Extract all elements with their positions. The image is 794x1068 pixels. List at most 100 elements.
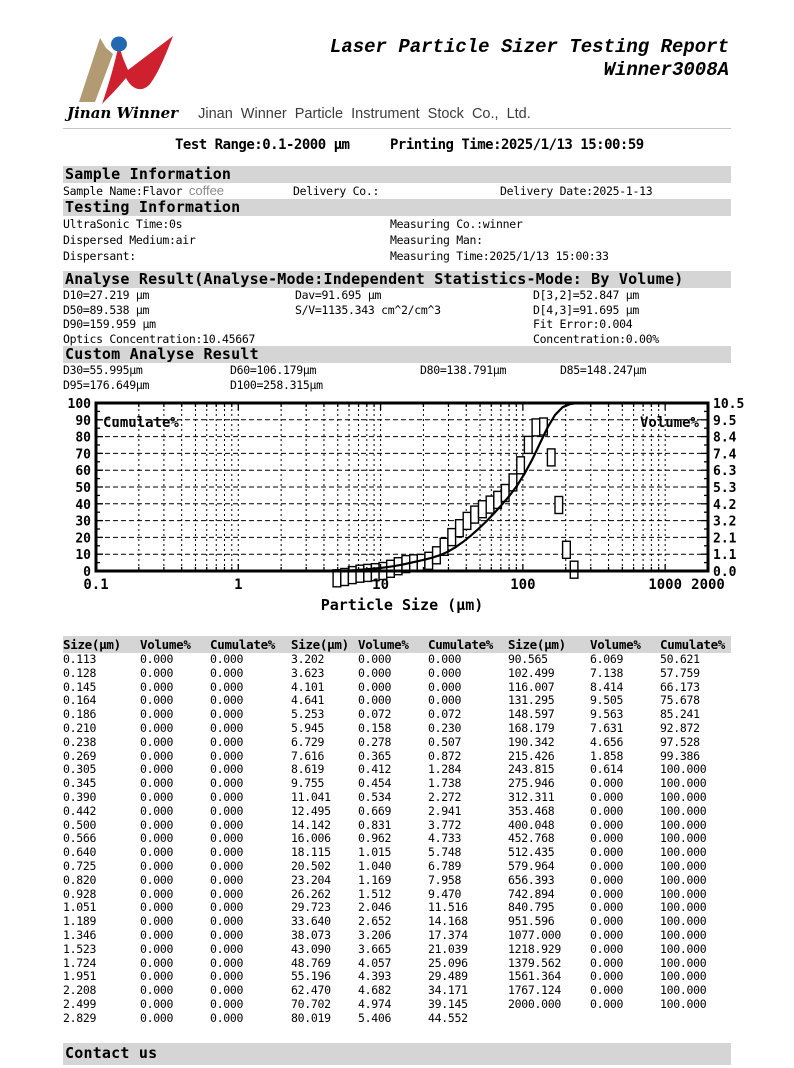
delivery-co: Delivery Co.: [293,184,380,198]
y2-axis-tick-label: 4.2 [713,498,736,513]
x-axis-tick-label: 100 [510,577,535,593]
table-cell: 0.000 [140,886,174,901]
table-cell: 100.000 [660,858,707,873]
d95: D95=176.649μm [63,378,150,392]
table-cell: 0.000 [590,983,624,998]
section-custom-analyse-result: Custom Analyse Result [63,346,731,363]
table-cell: 0.000 [590,789,624,804]
table-row: 1.051 0.000 0.000 29.723 2.046 11.516 840.795 0… [63,901,731,915]
table-cell: 90.565 [508,652,548,666]
table-cell: 100.000 [660,817,707,832]
x-axis-tick-label: 0.1 [83,577,108,593]
logo-caption: Jinan Winner [67,104,179,122]
table-cell: 0.000 [210,927,244,942]
table-cell: 34.171 [428,983,468,998]
table-cell: 4.656 [590,734,624,749]
delivery-date: Delivery Date:2025-1-13 [500,184,653,198]
table-cell: 0.158 [358,720,392,735]
x-axis-tick-label: 1000 [648,577,682,593]
table-cell: 4.393 [358,969,392,984]
table-cell: 3.202 [291,652,325,666]
table-cell: 1.169 [358,872,392,887]
logo-blue-dot [111,36,127,52]
table-cell: 0.000 [590,831,624,846]
y-axis-tick-label: 100 [68,397,92,412]
table-cell: 1.284 [428,762,462,777]
table-cell: 2000.000 [508,996,561,1011]
d100: D100=258.315μm [230,378,323,392]
table-row: 0.390 0.000 0.000 11.041 0.534 2.272 312.311 0.… [63,789,731,805]
y-axis-tick-label: 50 [75,481,91,496]
table-cell: 62.470 [291,983,331,998]
table-cell: 0.000 [210,845,244,860]
table-cell: 0.500 [63,817,97,832]
table-cell: 0.000 [140,900,174,915]
table-cell: 66.173 [660,679,700,694]
histogram-bar [516,456,526,475]
table-cell: 9.755 [291,776,325,791]
table-cell: 1.858 [590,748,624,763]
table-cell: 0.230 [428,720,462,735]
table-row: 1.346 0.000 0.000 38.073 3.206 17.374 1077.000… [63,927,731,943]
table-cell: 100.000 [660,927,707,942]
y-axis-tick-label: 20 [75,531,91,546]
table-row: 0.269 0.000 0.000 7.616 0.365 0.872 215.426 1.8… [63,748,731,764]
table-cell: 1.189 [63,914,97,929]
d80: D80=138.791μm [420,363,507,377]
table-cell: 0.000 [210,831,244,846]
table-header-cell: Cumulate% [210,637,276,652]
table-cell: 70.702 [291,996,331,1011]
spacer [295,332,533,347]
table-cell: 0.000 [590,927,624,942]
table-cell: 92.872 [660,720,700,735]
table-cell: 2.652 [358,914,392,929]
table-cell: 29.723 [291,900,331,915]
table-cell: 9.505 [590,693,624,708]
table-cell: 148.597 [508,707,555,722]
histogram-bar [386,559,396,579]
spacer [420,378,560,393]
table-cell: 0.000 [140,914,174,929]
table-cell: 5.253 [291,707,325,722]
table-cell: 80.019 [291,1010,331,1025]
table-cell: 5.945 [291,720,325,735]
y-axis-tick-label: 90 [75,414,91,429]
table-row: 0.640 0.000 0.000 18.115 1.015 5.748 512.435 0.… [63,845,731,860]
table-cell: 100.000 [660,941,707,956]
table-row: 0.928 0.000 0.000 26.262 1.512 9.470 742.894 0.… [63,886,731,902]
section-analyse-result: Analyse Result(Analyse-Mode:Independent … [63,271,731,288]
table-cell: 579.964 [508,858,555,873]
table-cell: 6.789 [428,858,462,873]
table-row: 2.208 0.000 0.000 62.470 4.682 34.171 1767.124… [63,983,731,998]
table-cell: 0.000 [210,955,244,970]
histogram-bar [523,435,533,455]
y-axis-tick-label: 30 [75,515,91,530]
table-cell: 2.272 [428,789,462,804]
x-axis-tick-label: 10 [372,577,389,593]
table-cell: 656.393 [508,872,555,887]
table-row: 0.128 0.000 0.000 3.623 0.000 0.000 102.499 7.1… [63,666,731,681]
table-cell: 100.000 [660,789,707,804]
x-axis-tick-label: 2000 [691,577,725,593]
y-axis-tick-label: 80 [75,431,91,446]
table-cell: 100.000 [660,900,707,915]
table-cell: 9.563 [590,707,624,722]
table-cell: 1218.929 [508,941,561,956]
table-cell: 3.206 [358,927,392,942]
table-cell: 0.000 [210,817,244,832]
table-cell: 452.768 [508,831,555,846]
table-cell: 0.000 [210,734,244,749]
table-cell: 0.566 [63,831,97,846]
table-cell: 0.000 [210,886,244,901]
table-cell: 0.442 [63,803,97,818]
table-row: 0.145 0.000 0.000 4.101 0.000 0.000 116.007 8.4… [63,679,731,695]
dispersed-medium: Dispersed Medium:air [63,233,196,247]
table-cell: 0.000 [428,679,462,694]
d90: D90=159.959 μm [63,317,156,331]
y-axis-tick-label: 10 [75,548,91,563]
logo-tan-shape [79,38,113,102]
table-cell: 0.000 [210,914,244,929]
table-cell: 3.772 [428,817,462,832]
table-cell: 0.000 [140,803,174,818]
table-cell: 5.406 [358,1010,392,1025]
